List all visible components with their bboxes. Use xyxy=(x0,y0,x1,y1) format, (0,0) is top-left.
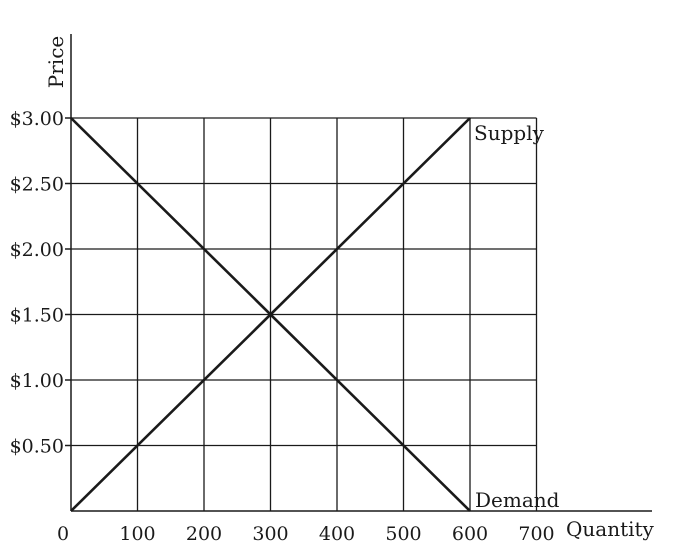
y-tick-label: $1.00 xyxy=(10,370,64,392)
x-tick-label: 300 xyxy=(252,523,288,545)
supply-label: Supply xyxy=(474,121,545,145)
y-tick-label: $1.50 xyxy=(10,305,64,327)
x-tick-label: 500 xyxy=(385,523,421,545)
x-tick-label: 700 xyxy=(518,523,554,545)
series-lines xyxy=(70,117,471,512)
x-tick-label: 100 xyxy=(119,523,155,545)
x-tick-label: 0 xyxy=(57,523,69,545)
labels: $0.50 $1.00 $1.50 $2.00 $2.50 $3.00 0 100 200 300… xyxy=(10,36,655,545)
x-tick-label: 400 xyxy=(319,523,355,545)
demand-label: Demand xyxy=(475,488,560,512)
x-tick-label: 600 xyxy=(452,523,488,545)
series-line-demand xyxy=(70,117,471,512)
y-axis-label: Price xyxy=(44,36,68,88)
axes xyxy=(65,34,652,512)
x-axis-label: Quantity xyxy=(566,517,655,541)
x-tick-label: 200 xyxy=(186,523,222,545)
grid xyxy=(71,117,538,511)
y-tick-label: $2.50 xyxy=(10,174,64,196)
y-tick-label: $0.50 xyxy=(10,436,64,458)
y-tick-label: $3.00 xyxy=(10,108,64,130)
y-tick-label: $2.00 xyxy=(10,239,64,261)
